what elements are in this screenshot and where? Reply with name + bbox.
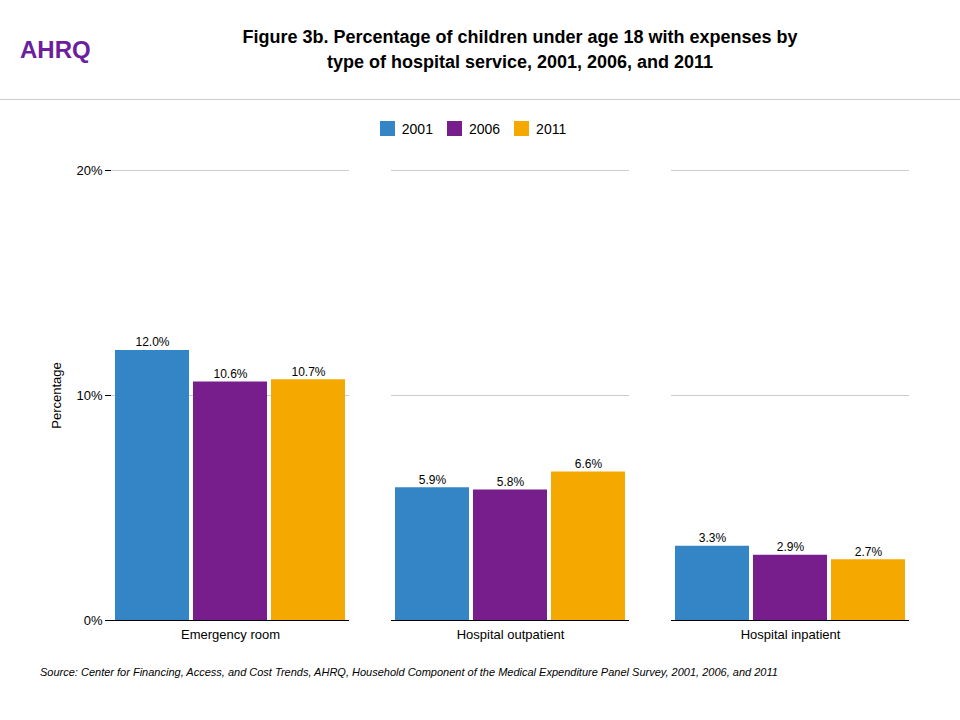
html-text:AHRQ: AHRQ — [20, 35, 91, 63]
svg-text:20%: 20% — [76, 163, 102, 178]
svg-text:6.6%: 6.6% — [575, 457, 603, 471]
svg-text:Percentage: Percentage — [49, 362, 64, 429]
html-text:2001: 2001 — [401, 120, 433, 137]
svg-text:0%: 0% — [84, 613, 103, 628]
svg-text:2.9%: 2.9% — [777, 540, 805, 554]
svg-text:3.3%: 3.3% — [699, 531, 727, 545]
svg-text:Hospital outpatient: Hospital outpatient — [457, 627, 565, 642]
svg-text:5.9%: 5.9% — [419, 473, 447, 487]
svg-text:2.7%: 2.7% — [855, 545, 883, 559]
svg-text:10.7%: 10.7% — [291, 365, 325, 379]
svg-text:10.6%: 10.6% — [213, 367, 247, 381]
svg-text:Emergency room: Emergency room — [181, 627, 280, 642]
svg-text:5.8%: 5.8% — [497, 475, 525, 489]
svg-text:12.0%: 12.0% — [135, 335, 169, 349]
svg-text:10%: 10% — [76, 388, 102, 403]
html-text:2006: 2006 — [468, 120, 501, 137]
html-text:Source: Center for Financing,: Source: Center for Financing, Access, an… — [40, 666, 778, 678]
html-text:Figure 3b. Percentage of child: Figure 3b. Percentage of children under … — [242, 27, 798, 72]
svg-text:Hospital inpatient: Hospital inpatient — [741, 627, 841, 642]
html-text:2011: 2011 — [536, 120, 567, 137]
